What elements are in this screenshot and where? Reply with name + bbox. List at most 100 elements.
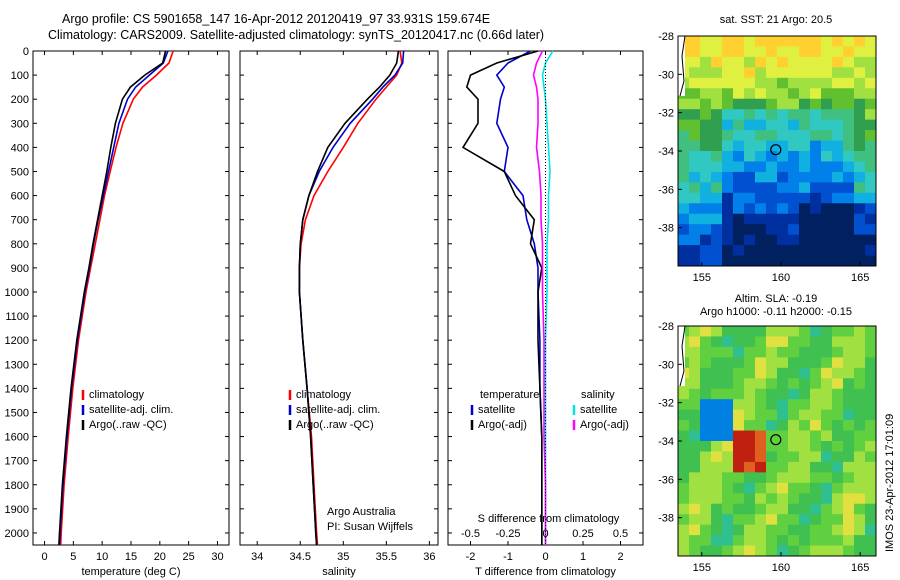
map-cell: [689, 56, 701, 68]
map-cell: [843, 140, 855, 152]
map-cell: [788, 98, 800, 110]
map-cell: [733, 514, 745, 526]
map-cell: [832, 46, 844, 58]
map-cell: [711, 346, 723, 358]
map-cell: [711, 203, 723, 215]
map-cell: [854, 119, 866, 131]
series-line-satellite-adj-clim-: [298, 50, 405, 546]
panel-frame-temperature-profile: [32, 50, 230, 546]
map-cell: [843, 461, 855, 473]
map-cell: [722, 234, 734, 246]
map-cell: [755, 357, 767, 369]
map-cell: [788, 130, 800, 141]
map-cell: [700, 535, 712, 546]
map-cell: [777, 98, 789, 110]
map-cell: [689, 367, 701, 379]
map-cell: [799, 441, 811, 452]
y-tick-label: 0: [23, 46, 29, 58]
map-cell: [711, 472, 723, 484]
map-cell: [744, 77, 756, 89]
map-cell: [777, 67, 789, 79]
map-cell: [810, 182, 822, 194]
map-cell: [744, 192, 756, 204]
legend-label: climatology: [296, 389, 352, 401]
map-cell: [788, 441, 800, 452]
map-cell: [865, 514, 877, 526]
map-cell: [711, 224, 723, 236]
map-cell: [755, 213, 767, 225]
map-cell: [865, 409, 877, 421]
map-cell: [689, 409, 701, 421]
map-cell: [700, 77, 712, 89]
map-cell: [854, 77, 866, 89]
map-cell: [865, 493, 877, 505]
map-cell: [865, 326, 877, 337]
map-cell: [700, 192, 712, 204]
map-cell: [744, 420, 756, 431]
map-cell: [733, 430, 745, 442]
map-cell: [821, 451, 833, 463]
map-cell: [821, 213, 833, 225]
map-cell: [832, 482, 844, 494]
map-cell: [711, 336, 723, 348]
map-cell: [821, 67, 833, 79]
map-cell: [733, 336, 745, 348]
map-cell: [766, 36, 778, 47]
map-cell: [711, 234, 723, 246]
map-cell: [755, 399, 767, 411]
map-cell: [744, 441, 756, 452]
map-cell: [755, 119, 767, 131]
map-cell: [788, 151, 800, 162]
map-cell: [777, 346, 789, 358]
map-cell: [821, 514, 833, 526]
legend-label: climatology: [89, 389, 145, 401]
map-cell: [854, 161, 866, 173]
map-cell: [733, 119, 745, 131]
map-cell: [700, 67, 712, 79]
land-mask: [678, 36, 685, 96]
map-cell: [689, 493, 701, 505]
map-cell: [733, 109, 745, 121]
map-cell: [821, 151, 833, 162]
map-cell: [821, 88, 833, 100]
map-cell: [832, 36, 844, 47]
map-cell: [766, 109, 778, 121]
map-cell: [810, 535, 822, 546]
map-cell: [733, 524, 745, 536]
map-cell: [744, 482, 756, 494]
map-cell: [865, 234, 877, 246]
map-cell: [711, 109, 723, 121]
map-cell: [689, 336, 701, 348]
map-cell: [711, 357, 723, 369]
map-cell: [711, 430, 723, 442]
map-cell: [678, 430, 690, 442]
map-cell: [744, 493, 756, 505]
s-diff-tick-label: 0.25: [572, 528, 593, 540]
map-cell: [733, 56, 745, 68]
map-cell: [865, 192, 877, 204]
map-y-tick-label: -28: [658, 321, 674, 333]
map-cell: [733, 224, 745, 236]
coastline: [679, 325, 686, 387]
sla-map-subtitle: Argo h1000: -0.11 h2000: -0.15: [700, 306, 852, 318]
map-cell: [689, 451, 701, 463]
s-diff-tick-label: -0.25: [495, 528, 520, 540]
map-cell: [689, 213, 701, 225]
map-cell: [733, 213, 745, 225]
map-cell: [711, 441, 723, 452]
map-cell: [865, 367, 877, 379]
map-cell: [865, 441, 877, 452]
map-cell: [821, 399, 833, 411]
map-cell: [788, 399, 800, 411]
map-cell: [700, 493, 712, 505]
map-cell: [865, 67, 877, 79]
map-cell: [766, 46, 778, 58]
map-cell: [733, 67, 745, 79]
map-cell: [744, 109, 756, 121]
map-cell: [678, 535, 690, 546]
x-tick-label: -1: [503, 551, 513, 563]
map-cell: [678, 224, 690, 236]
map-cell: [766, 451, 778, 463]
map-cell: [722, 88, 734, 100]
map-cell: [766, 171, 778, 183]
